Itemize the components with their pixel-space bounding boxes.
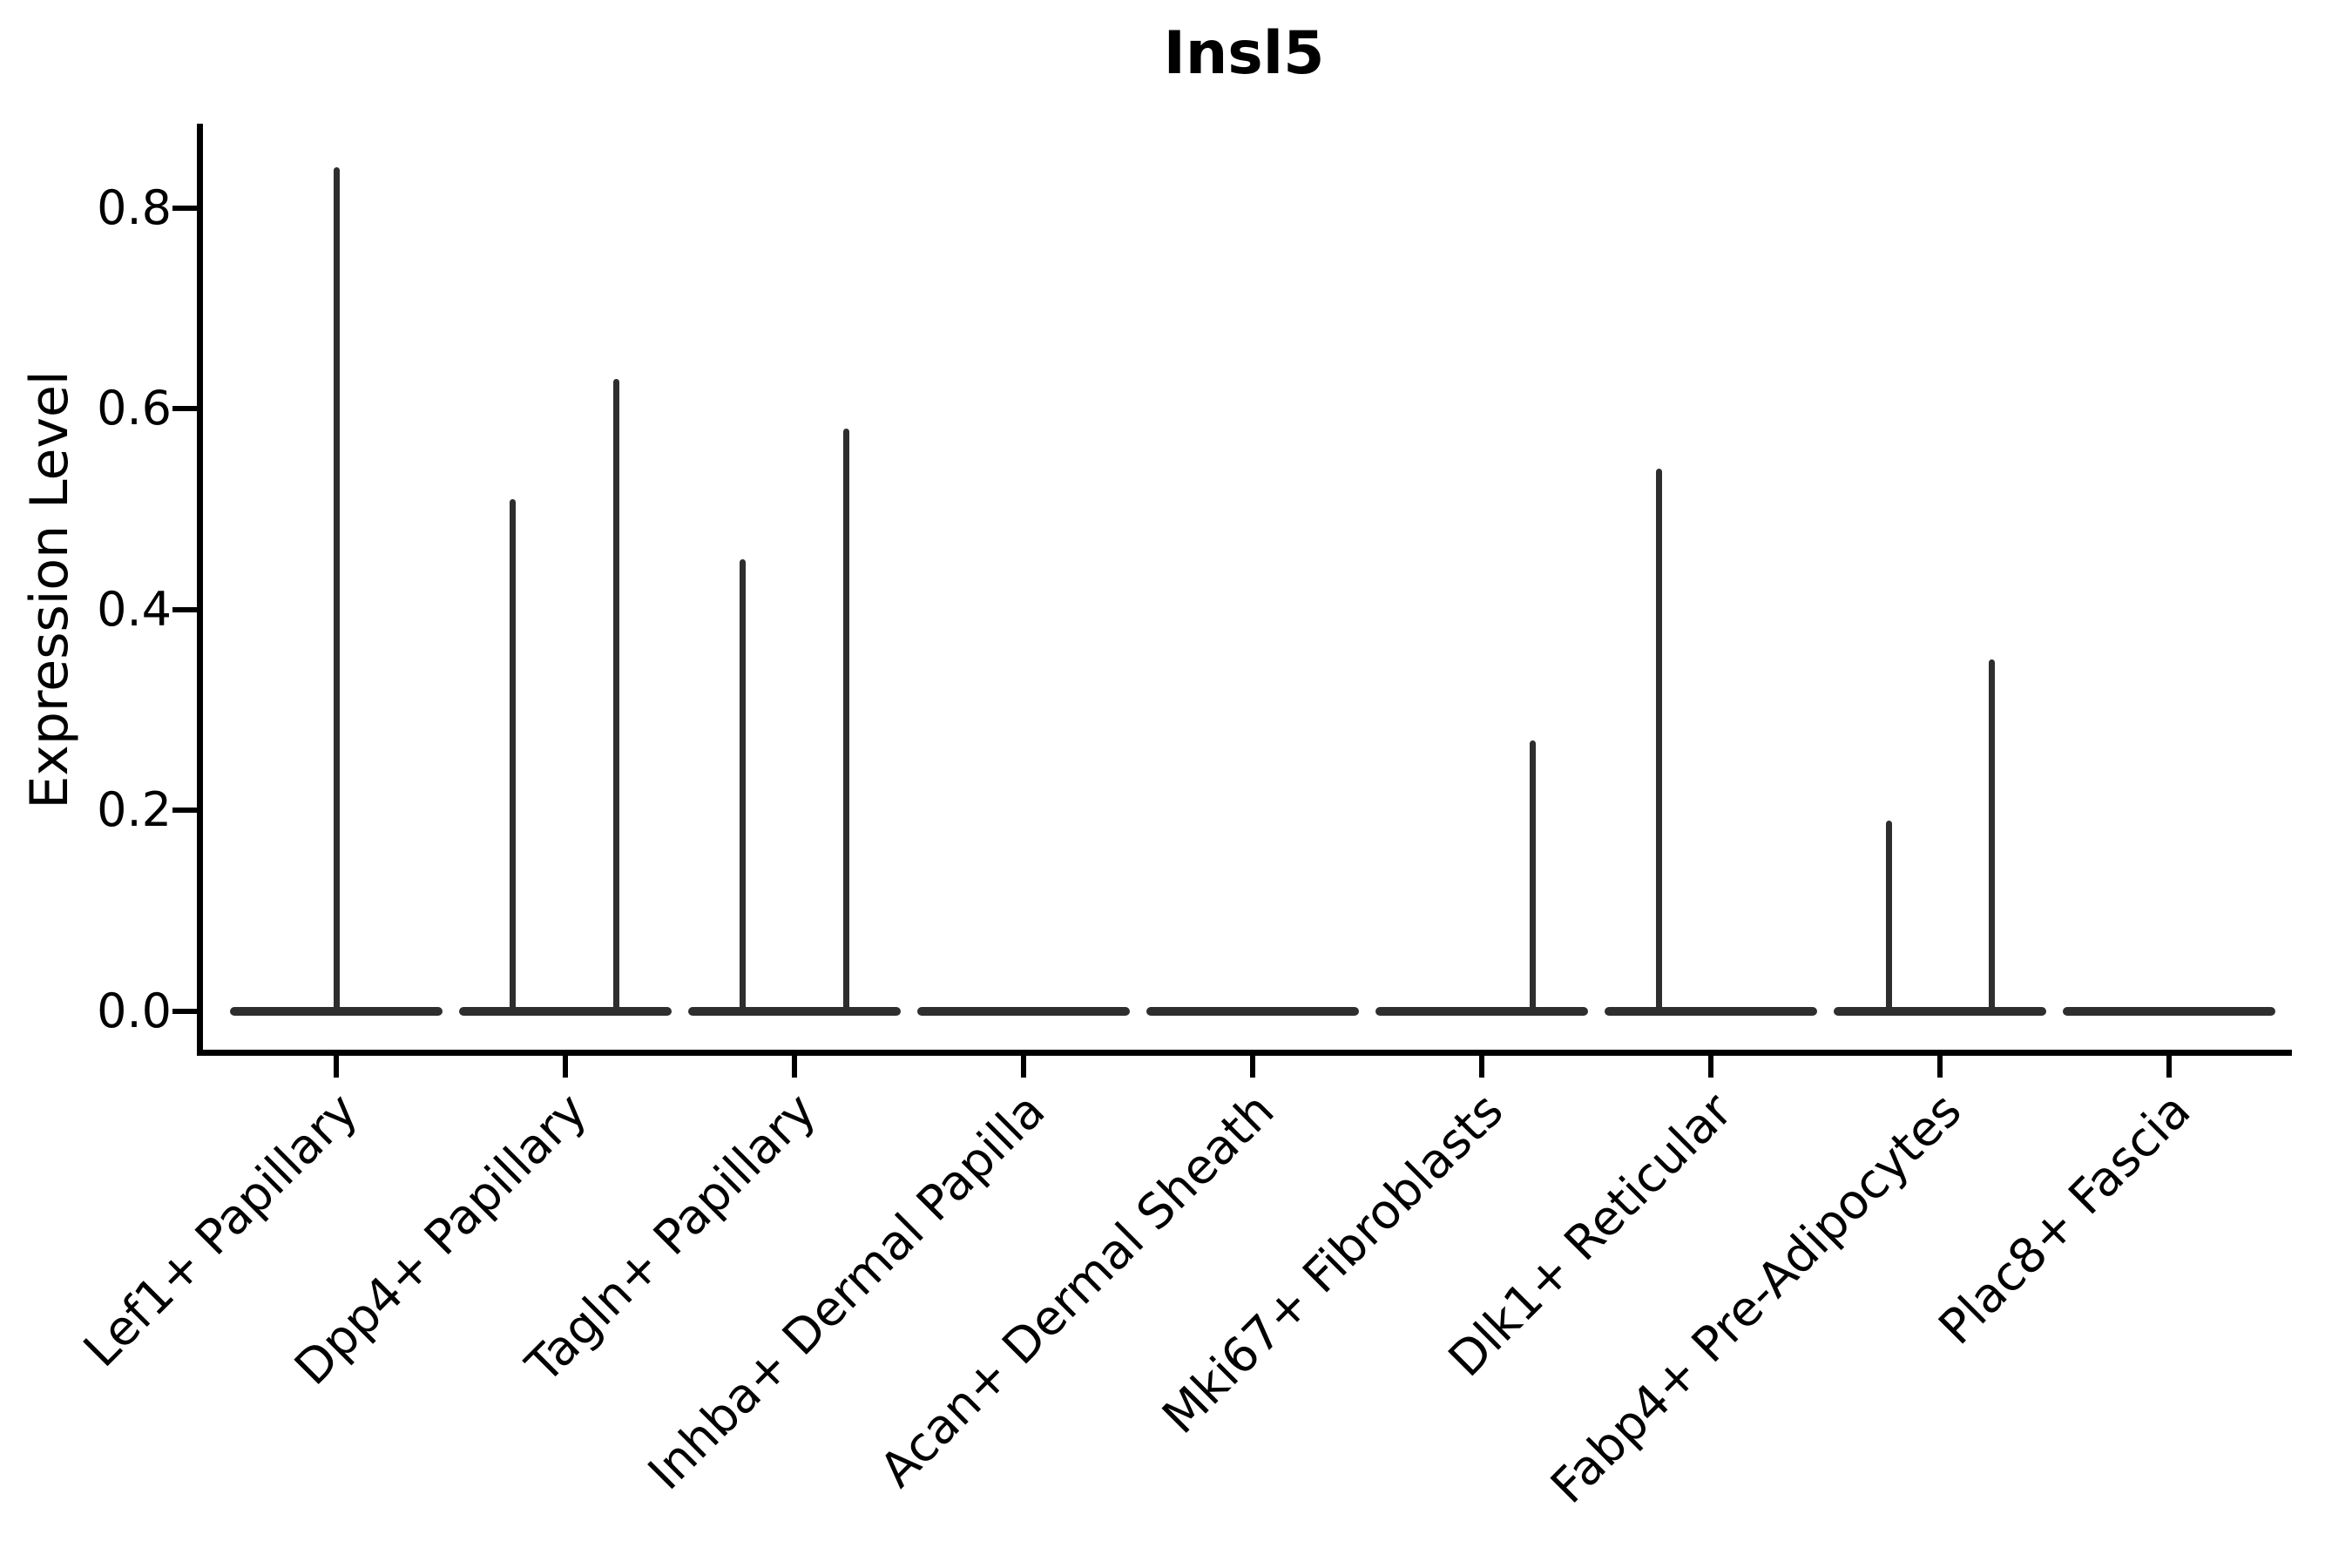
x-tick: [1479, 1055, 1484, 1078]
violin-spike: [1885, 820, 1892, 1011]
violin-spike: [739, 559, 746, 1011]
violin-spike: [1655, 469, 1662, 1011]
violin-baseline: [917, 1007, 1130, 1016]
x-tick: [2166, 1055, 2172, 1078]
violin-baseline: [1146, 1007, 1359, 1016]
violin-spike: [333, 167, 340, 1011]
y-tick: [172, 808, 197, 814]
y-axis-spine: [196, 124, 203, 1056]
x-tick: [1250, 1055, 1255, 1078]
x-tick: [1021, 1055, 1026, 1078]
violin-spike: [842, 429, 849, 1011]
violin-spike: [612, 378, 619, 1011]
violin-baseline: [1375, 1007, 1588, 1016]
x-tick: [792, 1055, 797, 1078]
y-tick: [172, 1009, 197, 1014]
y-tick: [172, 205, 197, 211]
y-tick: [172, 406, 197, 412]
y-tick-label: 0.0: [97, 983, 172, 1038]
violin-spike: [1529, 740, 1536, 1011]
violin-baseline: [1605, 1007, 1817, 1016]
x-tick: [1937, 1055, 1943, 1078]
violin-baseline: [2063, 1007, 2275, 1016]
y-tick-label: 0.2: [97, 782, 172, 838]
violin-spike: [509, 498, 516, 1011]
violin-spike: [1988, 659, 1995, 1011]
x-tick: [1708, 1055, 1713, 1078]
y-tick-label: 0.6: [97, 381, 172, 436]
violin-baseline: [230, 1007, 443, 1016]
y-tick-label: 0.8: [97, 179, 172, 235]
x-tick: [563, 1055, 568, 1078]
violin-baseline: [1834, 1007, 2046, 1016]
y-tick: [172, 606, 197, 612]
y-tick-label: 0.4: [97, 581, 172, 637]
violin-baseline: [459, 1007, 672, 1016]
violin-baseline: [688, 1007, 901, 1016]
x-axis-spine: [196, 1049, 2292, 1056]
chart-title: Insl5: [1163, 19, 1325, 88]
x-tick: [334, 1055, 339, 1078]
